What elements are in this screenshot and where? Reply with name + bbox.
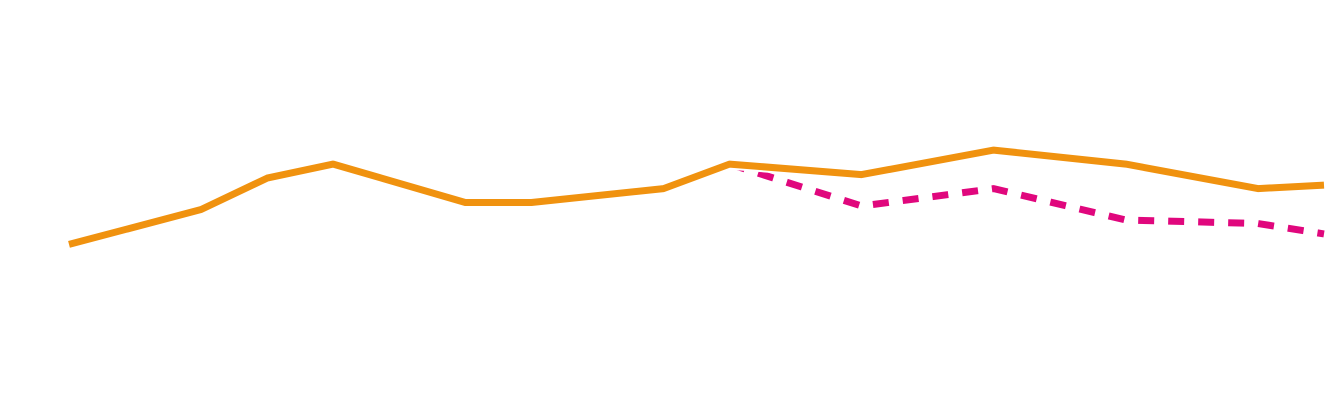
series-1-line: [68, 146, 1325, 248]
series-layer: [67, 144, 1325, 250]
series-2-line: [728, 160, 1325, 238]
